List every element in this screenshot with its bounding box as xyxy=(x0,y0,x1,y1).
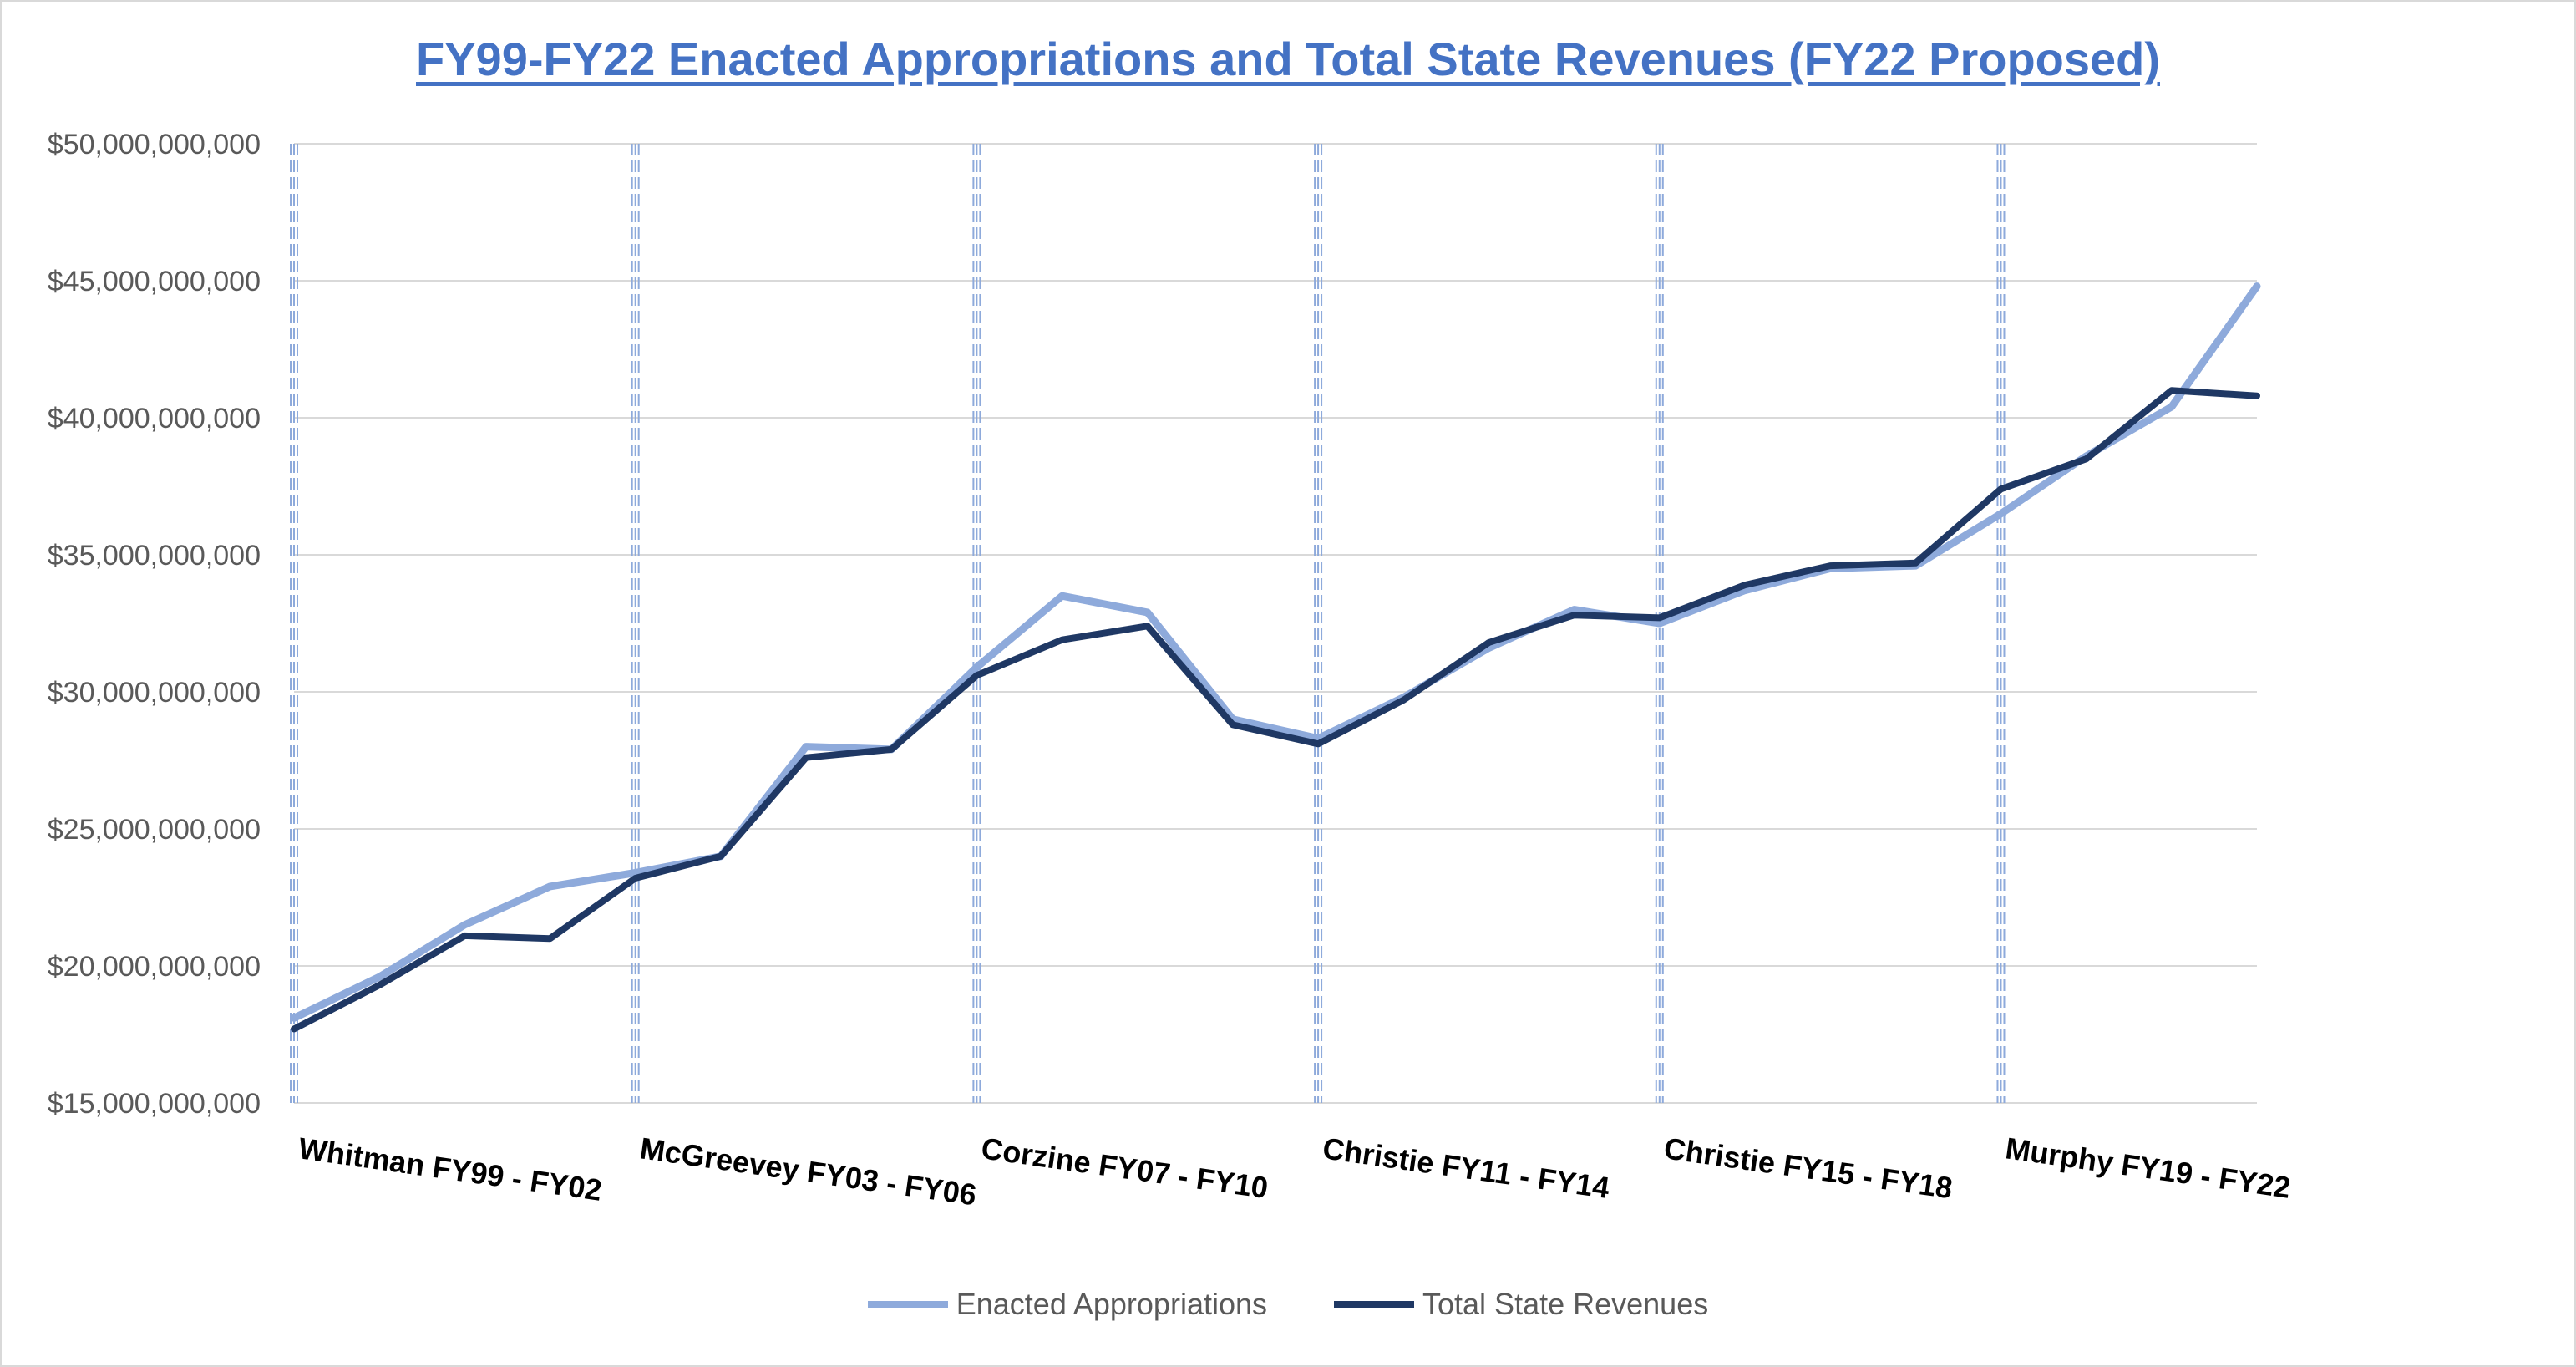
x-group-label: Murphy FY19 - FY22 xyxy=(2003,1131,2292,1204)
x-axis-group-labels: Whitman FY99 - FY02 McGreevey FY03 - FY06… xyxy=(297,1131,2293,1212)
y-tick-label: $45,000,000,000 xyxy=(48,266,261,297)
legend-item-enacted-appropriations: Enacted Appropriations xyxy=(867,1287,1268,1322)
x-group-label: Christie FY15 - FY18 xyxy=(1662,1131,1955,1205)
y-tick-label: $50,000,000,000 xyxy=(48,129,261,160)
y-tick-label: $30,000,000,000 xyxy=(48,677,261,709)
legend-label-total-state-revenues: Total State Revenues xyxy=(1422,1287,1709,1321)
x-group-label: Corzine FY07 - FY10 xyxy=(979,1131,1270,1205)
y-tick-label: $20,000,000,000 xyxy=(48,951,261,983)
series-line-enacted-appropriations xyxy=(290,282,2261,1022)
y-tick-label: $25,000,000,000 xyxy=(48,814,261,846)
y-axis-tick-labels: $15,000,000,000 $20,000,000,000 $25,000,00… xyxy=(48,129,261,1120)
legend-label-enacted-appropriations: Enacted Appropriations xyxy=(956,1287,1268,1321)
x-group-label: McGreevey FY03 - FY06 xyxy=(638,1131,979,1212)
legend: Enacted Appropriations Total State Reven… xyxy=(0,1287,2576,1322)
y-tick-label: $15,000,000,000 xyxy=(48,1088,261,1120)
y-tick-label: $35,000,000,000 xyxy=(48,540,261,572)
series-line-total-state-revenues xyxy=(291,387,2260,1033)
legend-swatch-enacted-appropriations xyxy=(867,1301,948,1308)
x-group-label: Whitman FY99 - FY02 xyxy=(297,1131,604,1207)
y-tick-label: $40,000,000,000 xyxy=(48,403,261,434)
x-group-label: Christie FY11 - FY14 xyxy=(1321,1131,1611,1205)
series-lines xyxy=(290,282,2261,1033)
chart-title: FY99-FY22 Enacted Appropriations and Tot… xyxy=(416,33,2160,85)
gridlines xyxy=(294,143,2257,1104)
legend-swatch-total-state-revenues xyxy=(1334,1301,1415,1308)
legend-item-total-state-revenues: Total State Revenues xyxy=(1334,1287,1708,1322)
